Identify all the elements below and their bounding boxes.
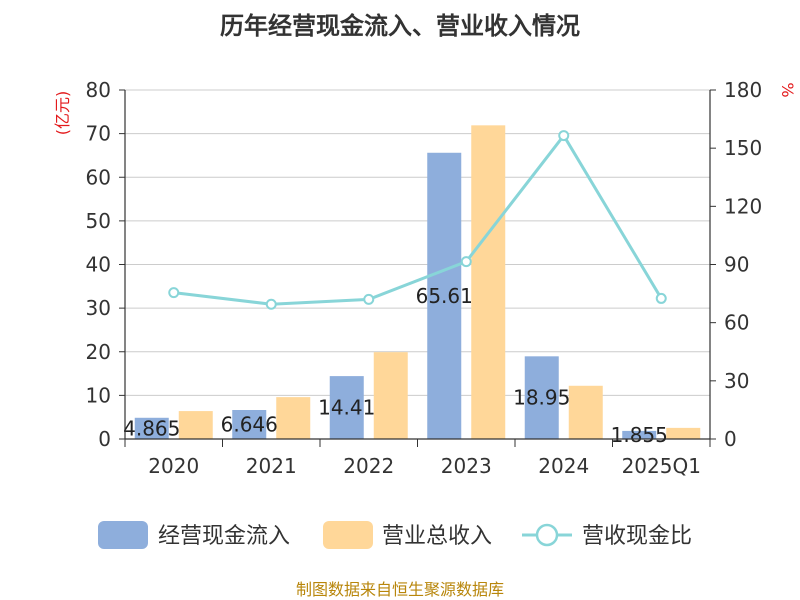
axes: 0 10 20 30 40 50 60 70 80 0 30 60 90 120 150 180 2020 202…	[86, 78, 763, 478]
legend-label-revenue: 营业总收入	[382, 524, 492, 549]
x-tick-label: 2024	[538, 454, 589, 478]
legend-swatch-ratio-marker	[535, 523, 559, 547]
right-tick-label: 150	[724, 136, 762, 160]
left-tick-label: 40	[86, 253, 111, 277]
legend-swatch-revenue	[323, 521, 373, 549]
ratio-point	[558, 130, 570, 142]
right-tick-label: 180	[724, 78, 762, 102]
x-tick-label: 2020	[148, 454, 199, 478]
data-label: 14.41	[318, 396, 375, 420]
right-tick-label: 90	[724, 253, 749, 277]
bar-cash-inflow	[524, 356, 559, 439]
right-tick-label: 0	[724, 427, 737, 451]
line-series	[168, 130, 667, 310]
left-tick-label: 30	[86, 296, 111, 320]
bar-cash-inflow	[329, 376, 364, 439]
left-tick-label: 80	[86, 78, 111, 102]
data-labels: 4.865 6.646 14.41 65.61 18.95 1.855	[123, 284, 668, 447]
right-axis-unit: %	[778, 82, 797, 97]
left-tick-label: 70	[86, 122, 111, 146]
legend-label-ratio: 营收现金比	[582, 524, 692, 549]
x-tick-label: 2022	[343, 454, 394, 478]
ratio-point	[363, 293, 375, 305]
x-tick-label: 2021	[246, 454, 297, 478]
bar-cash-inflow	[427, 152, 462, 439]
ratio-point	[655, 292, 667, 304]
x-tick-label: 2025Q1	[622, 454, 701, 478]
x-tick-label: 2023	[441, 454, 492, 478]
data-label: 1.855	[611, 423, 668, 447]
left-tick-label: 0	[98, 427, 111, 451]
gridlines	[125, 89, 710, 396]
data-label: 65.61	[416, 284, 473, 308]
ratio-point	[265, 298, 277, 310]
bar-cash-inflow	[134, 417, 169, 439]
left-tick-label: 10	[86, 383, 111, 407]
chart-title: 历年经营现金流入、营业收入情况	[220, 12, 580, 40]
legend-swatch-cash-inflow	[98, 521, 148, 549]
bar-revenue	[276, 397, 311, 439]
legend: 经营现金流入 营业总收入 营收现金比	[98, 521, 692, 549]
bar-revenue	[373, 352, 408, 439]
bar-series	[134, 125, 701, 440]
ratio-point	[460, 256, 472, 268]
bar-cash-inflow	[622, 430, 657, 439]
ratio-line	[173, 132, 663, 306]
bar-revenue	[666, 427, 701, 439]
right-tick-label: 60	[724, 311, 749, 335]
data-label: 6.646	[221, 413, 278, 437]
left-axis-unit: (亿元)	[53, 91, 72, 136]
legend-label-cash-inflow: 经营现金流入	[158, 524, 290, 549]
data-label: 18.95	[513, 386, 570, 410]
bar-cash-inflow	[232, 410, 267, 439]
right-tick-label: 30	[724, 369, 749, 393]
ratio-point	[168, 287, 180, 299]
source-note: 制图数据来自恒生聚源数据库	[296, 580, 504, 599]
bar-revenue	[178, 411, 213, 439]
data-label: 4.865	[123, 416, 180, 440]
left-tick-label: 60	[86, 165, 111, 189]
bar-revenue	[471, 125, 506, 440]
bar-revenue	[568, 385, 603, 439]
left-tick-label: 20	[86, 340, 111, 364]
right-tick-label: 120	[724, 194, 762, 218]
left-tick-label: 50	[86, 209, 111, 233]
